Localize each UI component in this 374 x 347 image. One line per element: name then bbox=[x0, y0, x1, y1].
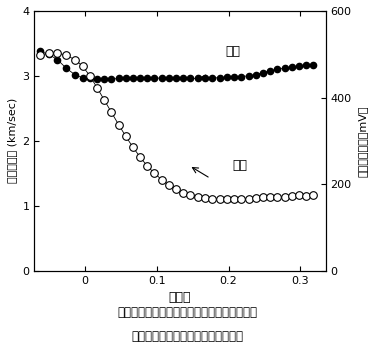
Text: 弾性波の伝播速度および振幅の変化: 弾性波の伝播速度および振幅の変化 bbox=[131, 330, 243, 343]
X-axis label: 吸光度: 吸光度 bbox=[169, 291, 191, 304]
Text: 振幅: 振幅 bbox=[232, 159, 247, 172]
Text: 図２　乾燥過程での吸光度（水分飽和度）と: 図２ 乾燥過程での吸光度（水分飽和度）と bbox=[117, 306, 257, 319]
Y-axis label: 弾性波速度 (km/sec): 弾性波速度 (km/sec) bbox=[7, 98, 17, 184]
Y-axis label: 弾性波の振幅（mV）: 弾性波の振幅（mV） bbox=[357, 105, 367, 177]
Text: 速度: 速度 bbox=[225, 45, 240, 58]
